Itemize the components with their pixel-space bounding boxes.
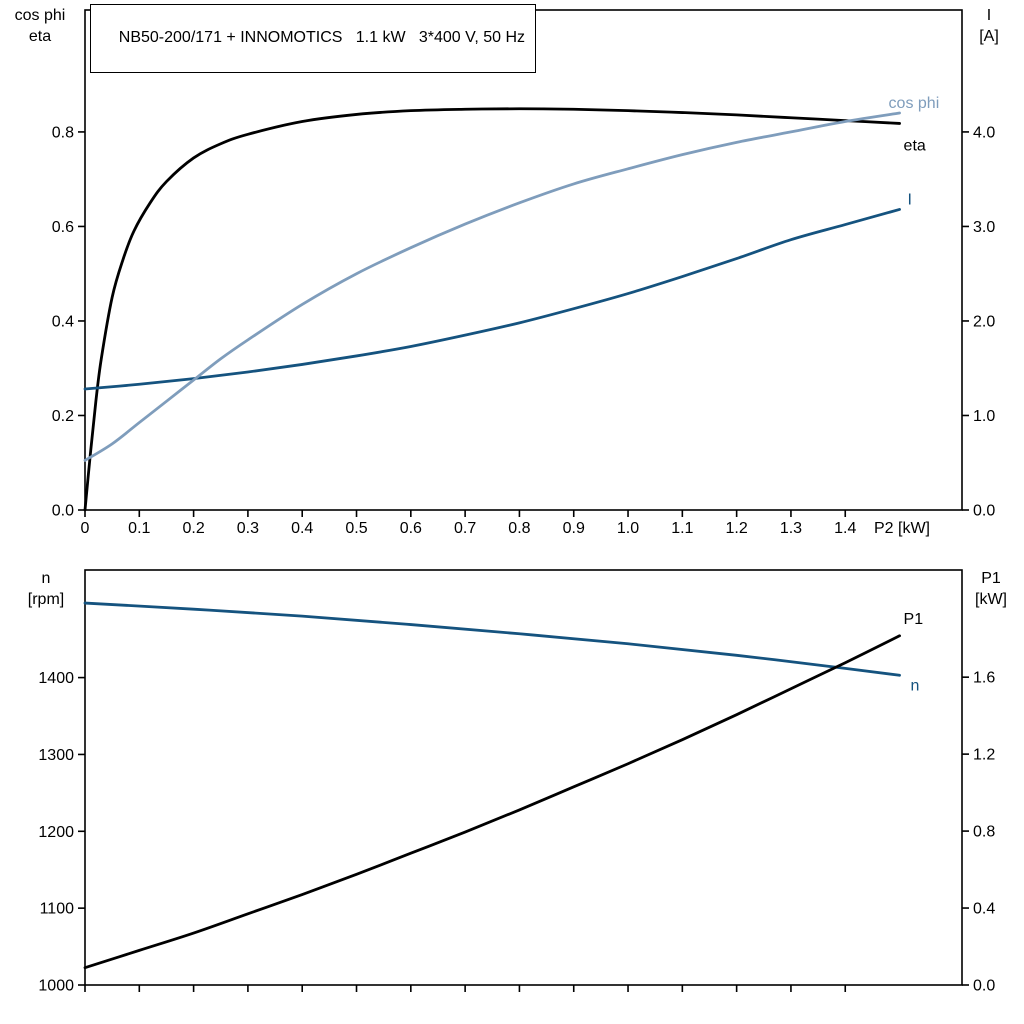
cos_phi-curve bbox=[83, 111, 901, 462]
motor-performance-chart: 0 0.1 0.2 0.3 0.4 0.5 0.6 0.7 0.8 0.9 1.0 1.1 1.2 1.3… bbox=[15, 7, 999, 537]
right-tick-label: 2.0 bbox=[973, 313, 995, 330]
p1-curve bbox=[83, 634, 901, 970]
x-tick-label: 0.4 bbox=[291, 520, 313, 537]
left-tick-label: 0.6 bbox=[52, 219, 74, 236]
right-tick-label: 1.2 bbox=[973, 747, 995, 764]
left-tick-label: 0.2 bbox=[52, 408, 74, 425]
left-tick-label: 1200 bbox=[38, 824, 74, 841]
x-tick-label: 1.1 bbox=[671, 520, 693, 537]
current-curve-label: I bbox=[908, 191, 912, 208]
left-axis-title: eta bbox=[29, 28, 51, 45]
chart-title-box: NB50-200/171 + INNOMOTICS 1.1 kW 3*400 V… bbox=[90, 4, 537, 73]
left-tick-label: 1100 bbox=[40, 901, 75, 918]
right-tick-label: 3.0 bbox=[973, 219, 995, 236]
p1-curve-label: P1 bbox=[904, 611, 924, 628]
chart-title: NB50-200/171 + INNOMOTICS 1.1 kW 3*400 V… bbox=[118, 29, 526, 46]
right-axis-title: I bbox=[987, 7, 991, 24]
x-tick-label: 0.6 bbox=[400, 520, 422, 537]
x-tick-label: 0.7 bbox=[454, 520, 476, 537]
x-tick-label: 1.2 bbox=[726, 520, 748, 537]
eta-curve bbox=[83, 107, 901, 512]
left-tick-label: 0.8 bbox=[52, 124, 74, 141]
left-tick-label: 1300 bbox=[38, 747, 74, 764]
left-axis-title: cos phi bbox=[15, 7, 66, 24]
right-tick-label: 4.0 bbox=[973, 124, 995, 141]
x-tick-label: 1.0 bbox=[617, 520, 639, 537]
right-tick-label: 0.4 bbox=[973, 901, 995, 918]
x-tick-label: 0.5 bbox=[345, 520, 367, 537]
right-axis-title: P1 bbox=[981, 570, 1001, 587]
motor-performance-plot-frame bbox=[84, 9, 963, 511]
x-tick-label: 1.4 bbox=[834, 520, 856, 537]
x-tick-label: 0.8 bbox=[508, 520, 530, 537]
x-tick-label: 0.9 bbox=[563, 520, 585, 537]
right-tick-label: 0.0 bbox=[973, 978, 995, 995]
right-axis-title: [kW] bbox=[975, 591, 1007, 608]
x-tick-label: 0.3 bbox=[237, 520, 259, 537]
current-curve bbox=[83, 208, 901, 391]
left-axis-title: n bbox=[42, 570, 51, 587]
left-tick-label: 0.4 bbox=[52, 313, 74, 330]
speed-curve-label: n bbox=[911, 677, 920, 694]
x-tick-label: 0.2 bbox=[182, 520, 204, 537]
left-tick-label: 0.0 bbox=[52, 503, 74, 520]
speed-and-input-power-plot-frame bbox=[84, 569, 963, 986]
x-axis-label: P2 [kW] bbox=[874, 520, 930, 537]
left-axis-title: [rpm] bbox=[28, 591, 64, 608]
x-tick-label: 0.1 bbox=[128, 520, 150, 537]
x-tick-label: 0 bbox=[81, 520, 90, 537]
x-tick-label: 1.3 bbox=[780, 520, 802, 537]
left-tick-label: 1000 bbox=[38, 978, 74, 995]
right-tick-label: 0.0 bbox=[973, 503, 995, 520]
right-tick-label: 1.6 bbox=[973, 670, 995, 687]
right-axis-title: [A] bbox=[979, 28, 999, 45]
left-tick-label: 1400 bbox=[38, 670, 74, 687]
speed-curve bbox=[83, 601, 901, 677]
eta-curve-label: eta bbox=[904, 137, 926, 154]
right-tick-label: 1.0 bbox=[973, 408, 995, 425]
right-tick-label: 0.8 bbox=[973, 824, 995, 841]
cos_phi-curve-label: cos phi bbox=[889, 95, 940, 112]
speed-and-input-power-chart: 1000 1100 1200 1300 1400 0.0 0.4 0.8 1.2 1.6 n [rpm… bbox=[28, 569, 1007, 995]
